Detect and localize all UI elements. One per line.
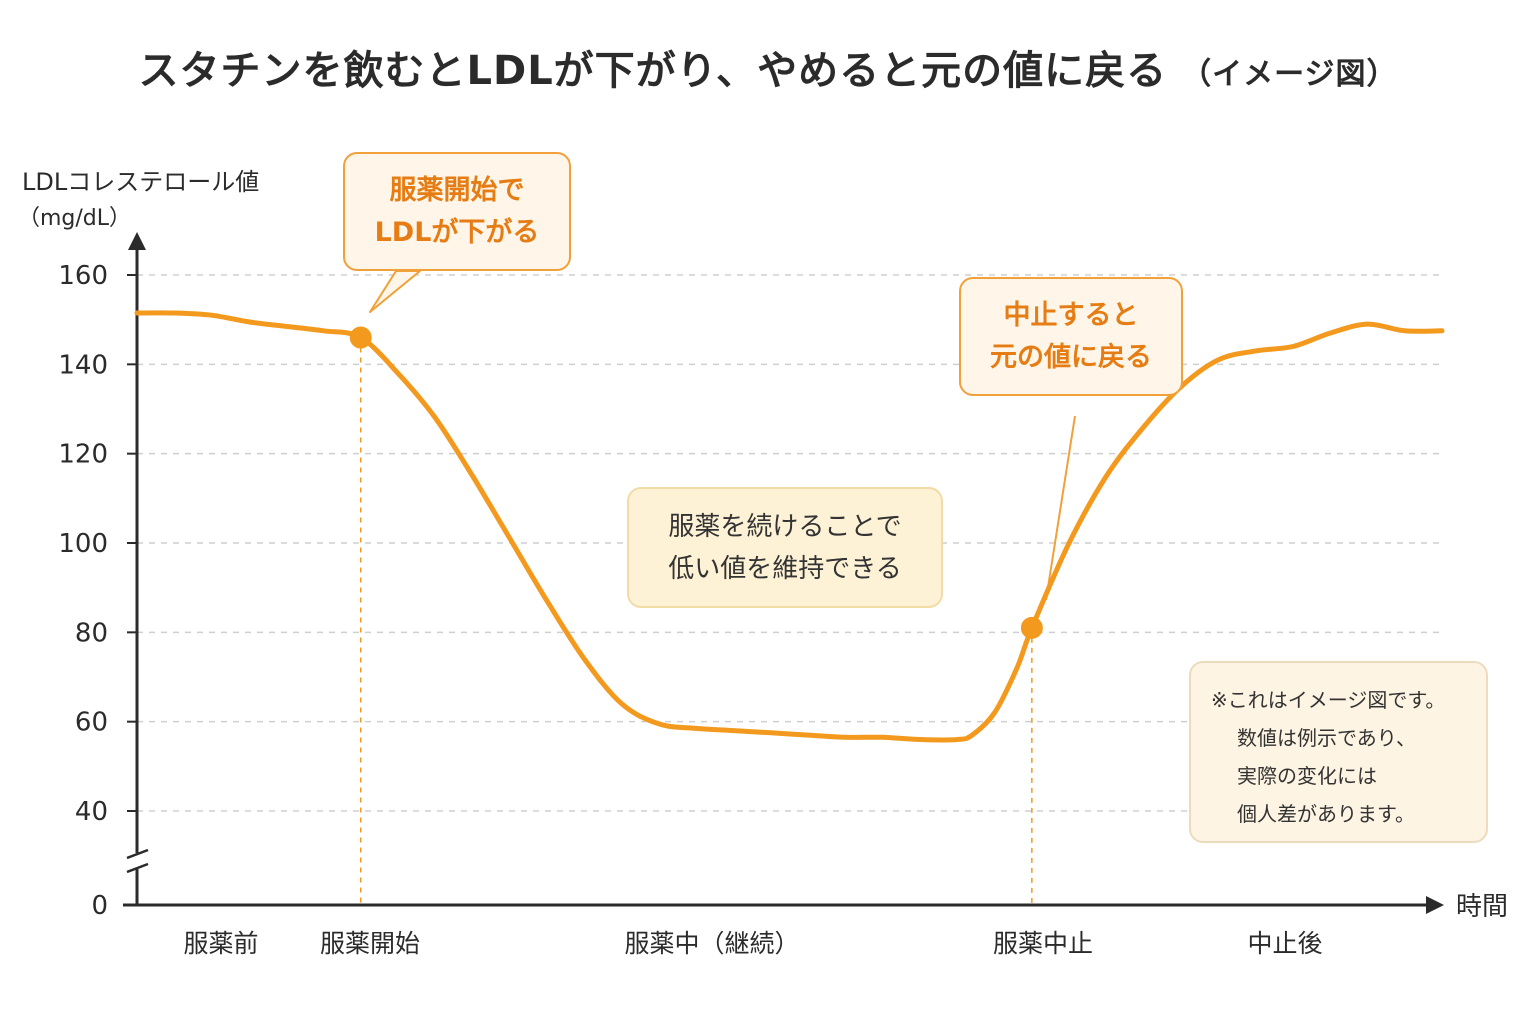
y-tick-label-0: 0 [91, 891, 108, 921]
callout-stop-line1: 中止すると [1003, 299, 1139, 331]
axis-break-mark-upper [126, 848, 149, 860]
callout-start-line2: LDLが下がる [374, 216, 540, 248]
callout-start: 服薬開始で LDLが下がる [343, 152, 571, 271]
phase-label-2: 服薬開始 [320, 929, 420, 958]
stop-callout-pointer [1045, 415, 1076, 601]
chart-title: スタチンを飲むとLDLが下がり、やめると元の値に戻る （イメージ図） [0, 38, 1536, 96]
y-tick-label-100: 100 [58, 529, 108, 559]
y-axis-label: LDLコレステロール値 （mg/dL） [18, 168, 259, 231]
phase-guides [359, 337, 1033, 905]
callout-continue-line2: 低い値を維持できる [668, 553, 902, 584]
note-line-2: 数値は例示であり、 [1237, 726, 1416, 750]
chart-title-main: スタチンを飲むとLDLが下がり、やめると元の値に戻る [138, 48, 1168, 94]
phase-labels: 服薬前 服薬開始 服薬中（継続） 服薬中止 中止後 [183, 929, 1322, 958]
phase-label-4: 服薬中止 [993, 929, 1093, 958]
y-tick-label-80: 80 [75, 618, 108, 648]
disclaimer-note: ※これはイメージ図です。 数値は例示であり、 実際の変化には 個人差があります。 [1189, 661, 1488, 843]
x-axis-label: 時間 [1456, 892, 1508, 922]
note-line-4: 個人差があります。 [1237, 802, 1415, 826]
axes [123, 232, 1444, 914]
y-tick-label-140: 140 [58, 350, 108, 380]
grid-lines [127, 274, 1442, 812]
start-callout-pointer [369, 270, 421, 313]
y-tick-label-60: 60 [75, 708, 108, 738]
note-line-3: 実際の変化には [1237, 764, 1377, 788]
event-markers [349, 326, 1043, 639]
y-tick-labels: 0 40 60 80 100 120 140 160 [58, 261, 108, 921]
y-tick-label-120: 120 [58, 440, 108, 470]
callout-start-line1: 服薬開始で [389, 174, 525, 206]
y-axis-arrow [128, 232, 146, 250]
phase-label-3: 服薬中（継続） [624, 929, 799, 958]
y-tick-label-40: 40 [75, 797, 108, 827]
callout-continue: 服薬を続けることで 低い値を維持できる [627, 487, 943, 608]
callout-stop-line2: 元の値に戻る [990, 341, 1152, 373]
phase-label-5: 中止後 [1247, 929, 1322, 958]
y-axis-label-line1: LDLコレステロール値 [22, 168, 259, 196]
marker-start [349, 326, 372, 349]
callout-stop: 中止すると 元の値に戻る [959, 277, 1183, 396]
callout-continue-line1: 服薬を続けることで [668, 511, 902, 542]
y-tick-label-160: 160 [58, 261, 108, 291]
note-line-1: ※これはイメージ図です。 [1211, 688, 1446, 712]
marker-stop [1020, 616, 1043, 639]
chart-title-sub: （イメージ図） [1181, 57, 1398, 92]
callout-pointers [369, 270, 1076, 601]
y-axis-label-line2: （mg/dL） [18, 206, 131, 231]
x-axis-arrow [1426, 896, 1444, 914]
phase-label-1: 服薬前 [183, 929, 258, 958]
axis-break-mark-lower [126, 862, 149, 874]
